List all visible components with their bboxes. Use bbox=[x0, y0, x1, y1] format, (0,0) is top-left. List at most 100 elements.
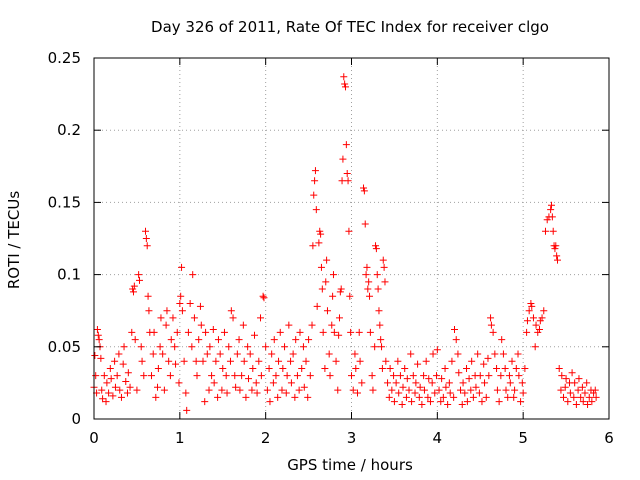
data-point bbox=[263, 386, 271, 394]
data-point bbox=[499, 350, 507, 358]
data-point bbox=[468, 357, 476, 365]
data-point bbox=[568, 369, 576, 377]
data-point bbox=[485, 372, 493, 380]
data-point bbox=[424, 393, 432, 401]
data-point bbox=[425, 375, 433, 383]
data-point bbox=[395, 389, 403, 397]
data-point bbox=[169, 314, 177, 322]
data-point bbox=[201, 398, 209, 406]
data-point bbox=[229, 314, 237, 322]
data-point bbox=[418, 401, 426, 409]
data-point bbox=[512, 364, 520, 372]
data-point bbox=[339, 155, 347, 163]
data-point bbox=[560, 393, 568, 401]
data-point bbox=[482, 393, 490, 401]
data-point bbox=[491, 350, 499, 358]
data-point bbox=[197, 321, 205, 329]
data-point bbox=[476, 372, 484, 380]
data-point bbox=[308, 321, 316, 329]
data-point bbox=[481, 379, 489, 387]
data-point bbox=[384, 379, 392, 387]
data-point bbox=[461, 389, 469, 397]
data-point bbox=[92, 372, 100, 380]
data-point bbox=[581, 389, 589, 397]
data-point bbox=[514, 350, 522, 358]
data-point bbox=[450, 393, 458, 401]
data-point bbox=[276, 328, 284, 336]
data-point bbox=[95, 336, 103, 344]
data-point bbox=[455, 369, 463, 377]
data-point bbox=[300, 383, 308, 391]
data-point bbox=[111, 383, 119, 391]
data-point bbox=[154, 364, 162, 372]
data-point bbox=[458, 401, 466, 409]
x-tick-label: 6 bbox=[604, 429, 614, 447]
data-point bbox=[129, 285, 137, 293]
data-point bbox=[549, 227, 557, 235]
data-point bbox=[310, 191, 318, 199]
data-point bbox=[442, 383, 450, 391]
data-point bbox=[392, 379, 400, 387]
data-point bbox=[531, 343, 539, 351]
data-point bbox=[205, 386, 213, 394]
data-point bbox=[472, 383, 480, 391]
data-point bbox=[244, 343, 252, 351]
x-tick-label: 1 bbox=[175, 429, 185, 447]
data-point bbox=[255, 357, 263, 365]
data-point bbox=[388, 386, 396, 394]
data-point bbox=[566, 389, 574, 397]
data-point bbox=[305, 336, 313, 344]
data-point bbox=[291, 393, 299, 401]
data-point bbox=[422, 357, 430, 365]
data-point bbox=[117, 393, 125, 401]
data-point bbox=[385, 393, 393, 401]
data-point bbox=[347, 328, 355, 336]
data-point bbox=[111, 357, 119, 365]
data-point bbox=[343, 170, 351, 178]
data-point bbox=[299, 343, 307, 351]
data-point bbox=[225, 343, 233, 351]
data-point bbox=[245, 375, 252, 383]
data-point bbox=[193, 372, 201, 380]
data-point bbox=[377, 336, 385, 344]
data-point bbox=[253, 389, 261, 397]
data-point bbox=[480, 360, 488, 368]
data-point bbox=[220, 328, 228, 336]
data-point bbox=[295, 386, 303, 394]
data-point bbox=[374, 285, 382, 293]
data-point bbox=[523, 317, 531, 325]
data-point bbox=[227, 307, 235, 315]
data-point bbox=[274, 393, 282, 401]
data-point bbox=[426, 398, 434, 406]
data-point bbox=[182, 389, 190, 397]
data-point bbox=[435, 386, 443, 394]
data-point bbox=[304, 393, 312, 401]
data-point bbox=[375, 307, 383, 315]
data-point bbox=[451, 325, 458, 333]
data-point bbox=[540, 307, 548, 315]
data-point bbox=[133, 386, 141, 394]
data-point bbox=[312, 206, 320, 214]
data-point bbox=[124, 369, 132, 377]
data-point bbox=[465, 375, 473, 383]
data-point bbox=[216, 350, 224, 358]
data-point bbox=[578, 383, 586, 391]
data-point bbox=[523, 328, 531, 336]
data-point bbox=[564, 398, 572, 406]
data-point bbox=[541, 227, 549, 235]
data-point bbox=[571, 379, 579, 387]
data-point bbox=[329, 271, 337, 279]
data-points bbox=[90, 73, 600, 414]
data-point bbox=[591, 386, 599, 394]
data-point bbox=[504, 393, 512, 401]
data-point bbox=[349, 386, 357, 394]
data-point bbox=[493, 364, 501, 372]
x-tick-label: 3 bbox=[347, 429, 357, 447]
data-point bbox=[360, 187, 368, 195]
data-point bbox=[420, 386, 428, 394]
data-point bbox=[585, 393, 593, 401]
data-point bbox=[575, 375, 583, 383]
data-point bbox=[484, 354, 492, 362]
data-point bbox=[149, 350, 157, 358]
data-point bbox=[527, 299, 535, 307]
